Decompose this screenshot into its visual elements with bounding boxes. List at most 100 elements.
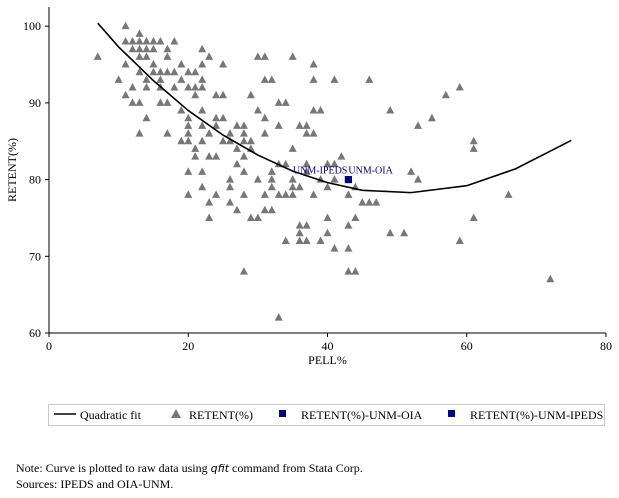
retent-point — [281, 236, 290, 244]
retent-point — [386, 106, 395, 114]
y-tick-label: 60 — [29, 326, 41, 340]
retent-point — [295, 228, 304, 237]
retent-point — [163, 98, 172, 106]
retent-point — [253, 175, 262, 183]
retent-point — [260, 205, 269, 214]
retent-point — [163, 52, 172, 60]
note-command: qfit — [210, 462, 230, 475]
retent-point — [246, 213, 255, 221]
retent-point — [184, 113, 193, 122]
retent-point — [330, 75, 339, 83]
retent-point — [344, 267, 353, 275]
legend-line-icon — [54, 413, 76, 415]
retent-point — [128, 44, 137, 53]
retent-point — [219, 136, 228, 145]
retent-point — [184, 121, 193, 129]
y-tick-label: 100 — [23, 19, 41, 33]
x-tick-label: 80 — [600, 339, 612, 353]
retent-point — [121, 37, 130, 45]
legend-square-icon — [279, 410, 286, 417]
legend-label-unm-ipeds: RETENT(%)-UNM-IPEDS — [470, 408, 604, 422]
retent-point — [198, 106, 207, 114]
retent-point — [184, 167, 193, 175]
retent-point — [226, 198, 235, 206]
retent-point — [330, 175, 339, 183]
retent-point — [302, 159, 311, 168]
axis-ticks: 0 20 40 60 80 60 70 80 90 100 — [23, 19, 612, 353]
retent-point — [170, 67, 179, 76]
retent-point — [316, 106, 325, 114]
retent-point — [323, 159, 332, 168]
retent-point — [142, 52, 151, 60]
retent-point — [205, 213, 214, 221]
retent-point — [156, 98, 165, 106]
retent-point — [156, 75, 165, 83]
retent-point — [170, 37, 179, 45]
retent-point — [267, 75, 276, 83]
legend-label-retent: RETENT(%) — [189, 408, 253, 422]
retent-point — [163, 44, 172, 53]
retent-point — [205, 52, 214, 60]
retent-point — [142, 37, 151, 45]
retent-point — [302, 236, 311, 244]
retent-point — [177, 60, 186, 68]
retent-point — [295, 221, 304, 229]
note-prefix: Note: Curve is plotted to raw data using — [16, 461, 211, 475]
retent-point — [267, 175, 276, 183]
retent-point — [288, 190, 297, 198]
retent-point — [205, 152, 214, 160]
retent-point — [177, 75, 186, 83]
retent-point — [198, 136, 207, 145]
retent-point — [386, 228, 395, 237]
retent-point — [407, 167, 416, 175]
retent-point — [135, 98, 144, 106]
legend-label-quadratic-fit: Quadratic fit — [80, 408, 141, 422]
retent-point — [128, 98, 137, 106]
retent-point — [142, 44, 151, 53]
unm-oia-label: UNM-OIA — [348, 166, 393, 177]
retent-point — [128, 37, 137, 45]
retent-point — [330, 159, 339, 168]
retent-point — [184, 136, 193, 145]
retent-point — [239, 167, 248, 175]
retent-point — [184, 129, 193, 137]
retent-point — [288, 52, 297, 60]
retent-point — [469, 136, 478, 145]
retent-point — [135, 44, 144, 53]
retent-point — [365, 75, 374, 83]
retent-point — [226, 129, 235, 137]
chart-note: Note: Curve is plotted to raw data using… — [16, 461, 363, 476]
retent-point — [323, 213, 332, 221]
unm-ipeds-label: UNM-IPEDS — [293, 166, 347, 177]
x-tick-label: 0 — [46, 339, 52, 353]
quadratic-fit-line — [97, 22, 572, 194]
retent-point — [288, 144, 297, 152]
retent-point — [344, 221, 353, 229]
retent-point — [427, 113, 436, 122]
retent-point — [267, 167, 276, 175]
legend-square-icon — [448, 410, 455, 417]
y-tick-label: 70 — [29, 249, 41, 263]
retent-point — [177, 106, 186, 114]
retent-point — [135, 52, 144, 60]
retent-point — [253, 52, 262, 60]
retent-point — [121, 21, 130, 30]
retent-point — [198, 182, 207, 191]
retent-point — [455, 83, 464, 91]
retent-point — [351, 213, 360, 221]
retent-point — [149, 67, 158, 76]
retent-point — [191, 83, 200, 91]
retent-point — [309, 190, 318, 198]
retent-point — [219, 113, 228, 122]
retent-point — [239, 129, 248, 137]
retent-point — [455, 236, 464, 244]
retent-point — [121, 60, 130, 68]
retent-point — [274, 98, 283, 106]
retent-point — [239, 121, 248, 129]
retent-point — [232, 144, 241, 152]
retent-point — [309, 106, 318, 114]
retent-point — [232, 159, 241, 168]
retent-point — [260, 190, 269, 198]
